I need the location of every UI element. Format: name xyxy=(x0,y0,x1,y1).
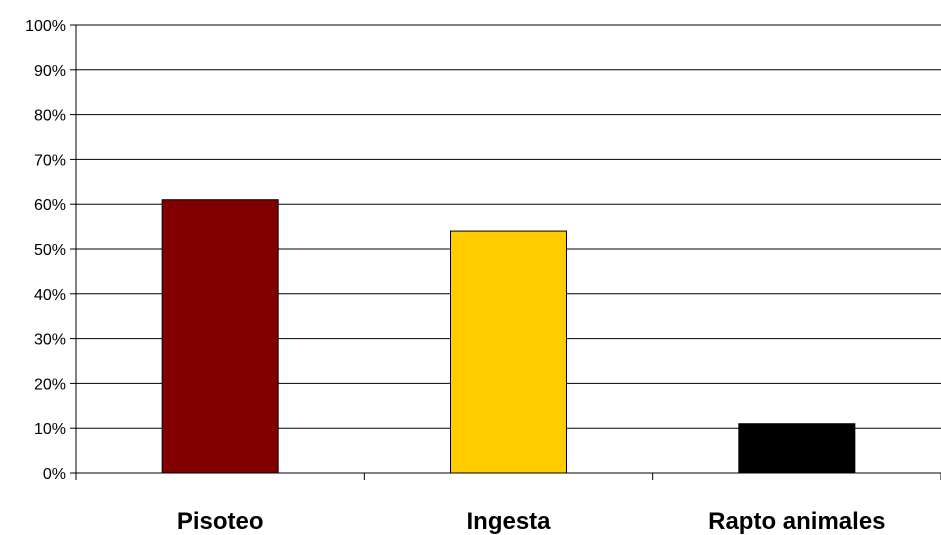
axes xyxy=(70,24,941,480)
y-tick-label: 20% xyxy=(34,376,66,393)
bar-rapto-animales xyxy=(738,423,856,474)
y-tick-label: 100% xyxy=(25,18,66,35)
y-tick-label: 0% xyxy=(43,466,66,483)
y-tick-label: 40% xyxy=(34,287,66,304)
x-category-label: Pisoteo xyxy=(177,508,264,535)
y-tick-label: 10% xyxy=(34,421,66,438)
bar-pisoteo xyxy=(161,199,279,474)
y-tick-label: 30% xyxy=(34,332,66,349)
bar-ingesta xyxy=(450,230,567,474)
y-tick-label: 60% xyxy=(34,197,66,214)
x-category-labels: Pisoteo Ingesta Rapto animales xyxy=(177,508,886,535)
y-tick-label: 50% xyxy=(34,242,66,259)
x-category-label: Rapto animales xyxy=(708,508,885,535)
y-tick-label: 90% xyxy=(34,63,66,80)
y-tick-label: 70% xyxy=(34,152,66,169)
x-category-label: Ingesta xyxy=(466,508,551,535)
y-tick-labels: 0% 10% 20% 30% 40% 50% 60% 70% 80% 90% 100% xyxy=(25,18,66,483)
y-tick-label: 80% xyxy=(34,108,66,125)
bars xyxy=(161,199,856,474)
